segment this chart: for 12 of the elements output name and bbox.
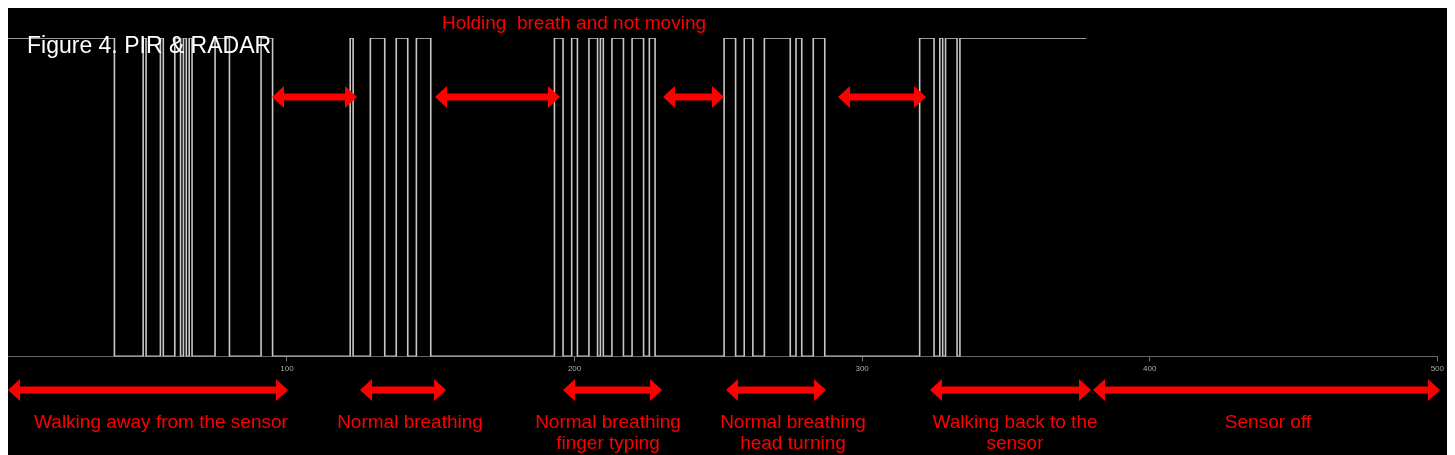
text: Holding breath and not moving (440, 12, 708, 33)
text: Walking away from the sensor (33, 411, 289, 432)
x-tick-label: 300 (855, 364, 870, 374)
x-tick-label: 400 (1143, 364, 1157, 374)
text: Walking back to the sensor (931, 411, 1099, 453)
text: Normal breathing (336, 411, 484, 432)
x-tick-label: 500 (1430, 364, 1445, 374)
text: Normal breathing head turning (719, 411, 867, 453)
x-tick-label: 100 (280, 364, 295, 374)
text: Normal breathing finger typing (534, 411, 682, 453)
x-tick-label: 200 (567, 364, 582, 374)
text: Sensor off (1223, 411, 1313, 432)
